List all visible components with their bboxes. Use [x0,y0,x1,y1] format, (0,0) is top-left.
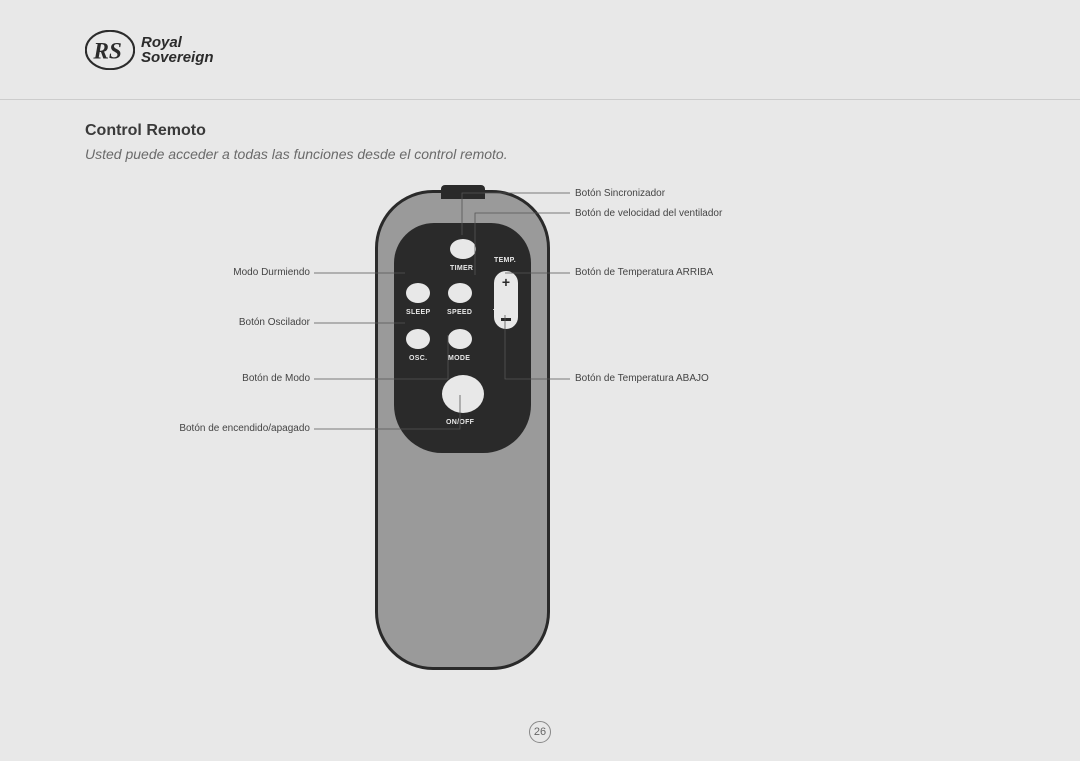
remote-diagram: TIMER SLEEP SPEED + TEMP. TEMP. TEMP. OS… [0,175,1080,695]
svg-text:RS: RS [92,38,122,64]
brand-line1: Royal [141,35,214,50]
brand-logo: RS Royal Sovereign [85,30,214,70]
page-number: 26 [529,721,551,743]
brand-line2: Sovereign [141,50,214,65]
section-title: Control Remoto [85,122,995,140]
leader-lines [0,175,1080,695]
content-header: Control Remoto Usted puede acceder a tod… [85,122,995,162]
page-number-value: 26 [534,726,546,738]
brand-text: Royal Sovereign [141,35,214,65]
page-header: RS Royal Sovereign [0,0,1080,100]
section-subtitle: Usted puede acceder a todas las funcione… [85,146,995,162]
rs-logo-icon: RS [85,30,135,70]
